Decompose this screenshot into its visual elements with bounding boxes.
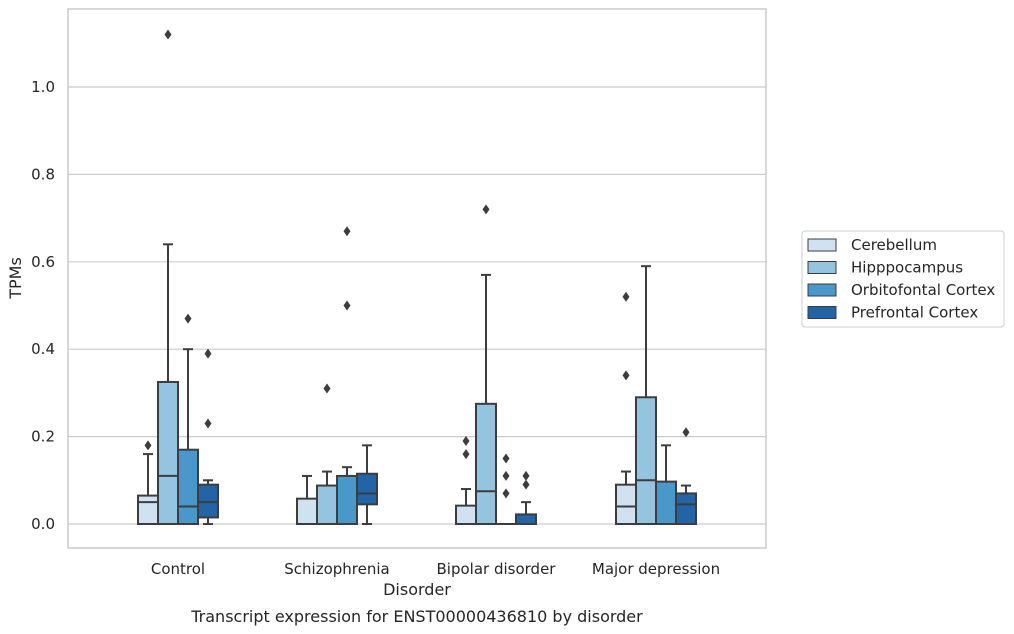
y-tick-labels: 0.0 0.2 0.4 0.6 0.8 1.0	[31, 78, 55, 533]
box-body	[177, 448, 199, 525]
legend-entry: Orbitofontal Cortex	[851, 281, 995, 299]
legend: Cerebellum Hipppocampus Orbitofontal Corte…	[801, 230, 1005, 328]
y-tick-label: 0.2	[31, 428, 55, 446]
box-body	[356, 472, 378, 506]
outlier-point	[502, 453, 510, 464]
y-tick-label: 1.0	[31, 78, 55, 96]
box-hipppocampus-2	[475, 204, 497, 526]
outlier-point	[682, 427, 690, 438]
box-body	[615, 483, 637, 526]
box-cerebellum-2	[455, 435, 477, 525]
legend-swatch	[807, 238, 837, 252]
box-cerebellum-1	[296, 474, 318, 525]
box-prefrontal-cortex-2	[515, 470, 537, 525]
box-orbitofontal-cortex-0	[177, 313, 199, 525]
box-hipppocampus-1	[316, 383, 338, 526]
box-body	[455, 504, 477, 525]
outlier-point	[502, 488, 510, 499]
box-prefrontal-cortex-3	[675, 427, 697, 526]
x-tick-label: Control	[151, 560, 205, 578]
legend-swatch	[807, 283, 837, 297]
outlier-point	[482, 204, 490, 215]
legend-entry: Prefrontal Cortex	[851, 304, 978, 322]
outlier-point	[164, 29, 172, 40]
box-body	[655, 480, 677, 525]
box-body	[475, 402, 497, 526]
outlier-point	[522, 479, 530, 490]
box-body	[515, 513, 537, 525]
outlier-point	[184, 313, 192, 324]
outlier-point	[323, 383, 331, 394]
box-body	[336, 474, 358, 525]
outlier-point	[204, 418, 212, 429]
box-orbitofontal-cortex-2	[495, 453, 517, 526]
box-body	[316, 484, 338, 526]
legend-swatch	[807, 261, 837, 274]
box-body	[197, 483, 219, 519]
y-tick-label: 0.6	[31, 253, 55, 271]
outlier-point	[144, 440, 152, 451]
chart-caption: Transcript expression for ENST0000043681…	[190, 607, 643, 626]
x-tick-label: Bipolar disorder	[437, 560, 557, 578]
box-body	[137, 494, 159, 526]
legend-swatch	[807, 306, 837, 319]
x-tick-labels: Control Schizophrenia Bipolar disorder Majo…	[151, 560, 720, 578]
y-tick-label: 0.0	[31, 515, 55, 533]
outlier-point	[343, 226, 351, 237]
x-tick-label: Major depression	[592, 560, 720, 578]
outlier-point	[343, 300, 351, 311]
box-body	[157, 380, 179, 525]
outlier-point	[522, 470, 530, 481]
legend-frame	[801, 230, 1005, 328]
outlier-point	[462, 435, 470, 446]
legend-entry: Hipppocampus	[851, 259, 963, 277]
x-tick-label: Schizophrenia	[284, 560, 389, 578]
box-hipppocampus-0	[157, 29, 179, 525]
box-prefrontal-cortex-1	[356, 444, 378, 525]
box-body	[675, 492, 697, 526]
box-body	[296, 497, 318, 525]
box-orbitofontal-cortex-1	[336, 226, 358, 525]
y-axis-label: TPMs	[6, 257, 25, 300]
plot-area-frame	[67, 8, 767, 549]
outlier-point	[502, 470, 510, 481]
box-cerebellum-0	[137, 440, 159, 526]
x-axis-label: Disorder	[383, 580, 451, 599]
legend-entry: Cerebellum	[851, 236, 937, 254]
y-tick-label: 0.4	[31, 340, 55, 358]
box-cerebellum-3	[615, 291, 637, 526]
box-elements	[137, 29, 697, 526]
outlier-point	[204, 348, 212, 359]
box-hipppocampus-3	[635, 265, 657, 525]
box-prefrontal-cortex-0	[197, 348, 219, 525]
box-body	[635, 396, 657, 525]
y-tick-label: 0.8	[31, 165, 55, 183]
outlier-point	[622, 291, 630, 302]
outlier-point	[462, 449, 470, 460]
outlier-point	[622, 370, 630, 381]
box-orbitofontal-cortex-3	[655, 444, 677, 525]
